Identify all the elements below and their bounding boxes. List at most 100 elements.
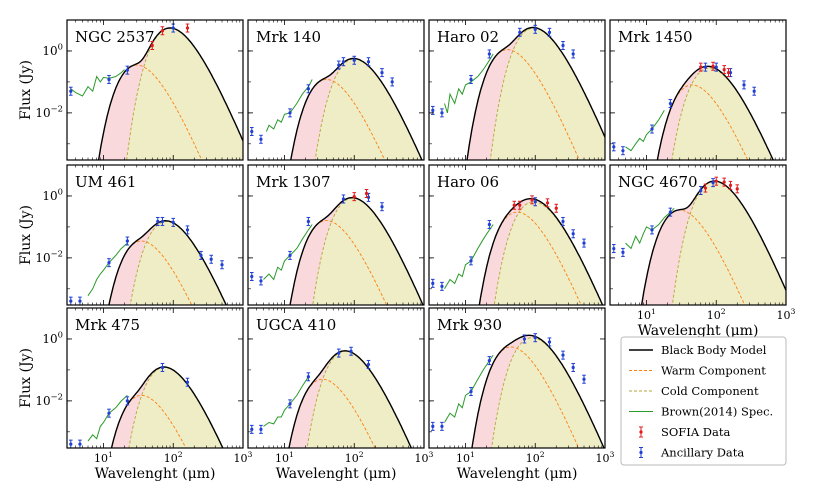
sofia-point-marker: [150, 43, 154, 48]
cold-area: [312, 198, 423, 305]
panel-frame: [428, 19, 606, 161]
ancillary-point-marker: [380, 70, 384, 75]
x-tick-label: 103: [234, 450, 253, 465]
ancillary-point: [698, 186, 703, 196]
y-axis-label: Flux (Jy): [18, 348, 34, 408]
cold-area: [128, 367, 223, 448]
ancillary-point-marker: [487, 222, 491, 227]
cold-component-line: [312, 197, 424, 305]
sofia-point-marker: [518, 203, 522, 207]
sofia-point: [530, 195, 534, 205]
ancillary-point-marker: [259, 279, 263, 283]
brown-spectrum-line: [625, 207, 675, 250]
ancillary-point-marker: [259, 427, 263, 431]
brown-spectrum-line: [87, 395, 128, 442]
ancillary-point: [469, 256, 473, 266]
sofia-point: [352, 192, 357, 202]
plot-area: [249, 346, 413, 448]
ancillary-point-marker: [250, 274, 254, 279]
ancillary-point-marker: [612, 246, 616, 251]
sofia-point: [545, 198, 550, 208]
brown-spectrum-line: [87, 242, 128, 296]
sofia-point: [512, 200, 517, 210]
ancillary-point: [752, 86, 756, 96]
ancillary-point-marker: [78, 442, 82, 446]
ancillary-point: [68, 86, 73, 96]
x-tick-label: 101: [456, 450, 475, 465]
panel-title: Mrk 1307: [256, 173, 331, 191]
ancillary-point-marker: [337, 63, 341, 67]
ancillary-point-marker: [440, 111, 444, 115]
x-tick-label: 102: [707, 307, 726, 322]
brown-spectrum-line: [625, 110, 665, 152]
sofia-point-marker: [160, 29, 165, 33]
x-tick-label: 103: [415, 450, 434, 465]
panel-frame: [247, 19, 425, 161]
ancillary-point-marker: [209, 257, 213, 261]
panel-title: UM 461: [75, 173, 136, 191]
panel-8: NGC 4670 101 102 103 Wavelenght (μm): [609, 164, 796, 339]
legend-entry-cold: Cold Component: [629, 384, 759, 398]
ancillary-point: [336, 60, 341, 70]
sofia-point-marker: [726, 70, 731, 75]
ancillary-point-marker: [703, 65, 708, 69]
ancillary-point-marker: [612, 145, 616, 149]
ancillary-point: [561, 41, 565, 51]
panel-frame: [66, 19, 244, 161]
ancillary-point-marker: [250, 129, 254, 134]
ancillary-point-marker: [650, 228, 654, 232]
ancillary-point-marker: [107, 261, 111, 265]
ancillary-point: [341, 57, 346, 67]
ancillary-point: [440, 108, 444, 118]
legend-label: SOFIA Data: [661, 425, 730, 439]
sofia-point-marker: [735, 187, 739, 191]
ancillary-point: [185, 377, 190, 387]
sofia-point: [160, 26, 165, 36]
ancillary-point-marker: [69, 442, 73, 446]
sofia-point-marker: [703, 186, 708, 190]
ancillary-point: [582, 238, 586, 248]
x-axis-label: Wavelenght (μm): [276, 466, 397, 482]
ancillary-point: [160, 216, 165, 226]
panel-frame: [428, 164, 606, 306]
legend-label: Warm Component: [661, 364, 766, 378]
ancillary-point-marker: [107, 77, 111, 82]
ancillary-point-marker: [366, 60, 371, 64]
ancillary-point: [366, 57, 371, 67]
legend-label: Ancillary Data: [660, 446, 744, 460]
sofia-point: [364, 189, 369, 199]
ancillary-point-marker: [349, 349, 353, 353]
plot-area: [430, 333, 605, 448]
ancillary-point: [440, 281, 444, 291]
ancillary-point-marker: [561, 353, 565, 357]
ancillary-point: [668, 207, 673, 217]
ancillary-point: [711, 178, 715, 188]
ancillary-point-marker: [390, 80, 394, 84]
brown-spectrum-line: [444, 224, 494, 290]
ancillary-point: [650, 225, 654, 235]
ancillary-point-marker: [650, 127, 654, 131]
ancillary-point: [714, 62, 719, 72]
ancillary-point: [352, 55, 357, 65]
sofia-point: [735, 184, 740, 194]
ancillary-point: [78, 439, 82, 448]
warm-component-line: [108, 240, 193, 305]
sofia-point-marker: [722, 180, 726, 184]
x-tick-label: 102: [526, 450, 545, 465]
ancillary-point: [430, 278, 435, 288]
ancillary-point-marker: [469, 389, 473, 394]
legend-entry-model: Black Body Model: [629, 343, 767, 357]
ancillary-point: [107, 74, 111, 84]
ancillary-point: [160, 362, 165, 372]
ancillary-point-marker: [742, 83, 746, 87]
ancillary-point: [487, 219, 492, 229]
ancillary-point-marker: [288, 402, 292, 406]
ancillary-point: [571, 229, 575, 239]
legend-entry-ancillary: Ancillary Data: [639, 446, 744, 460]
ancillary-point: [125, 65, 130, 75]
panel-title: UGCA 410: [256, 316, 336, 334]
x-axis-label: Wavelenght (μm): [95, 466, 216, 482]
